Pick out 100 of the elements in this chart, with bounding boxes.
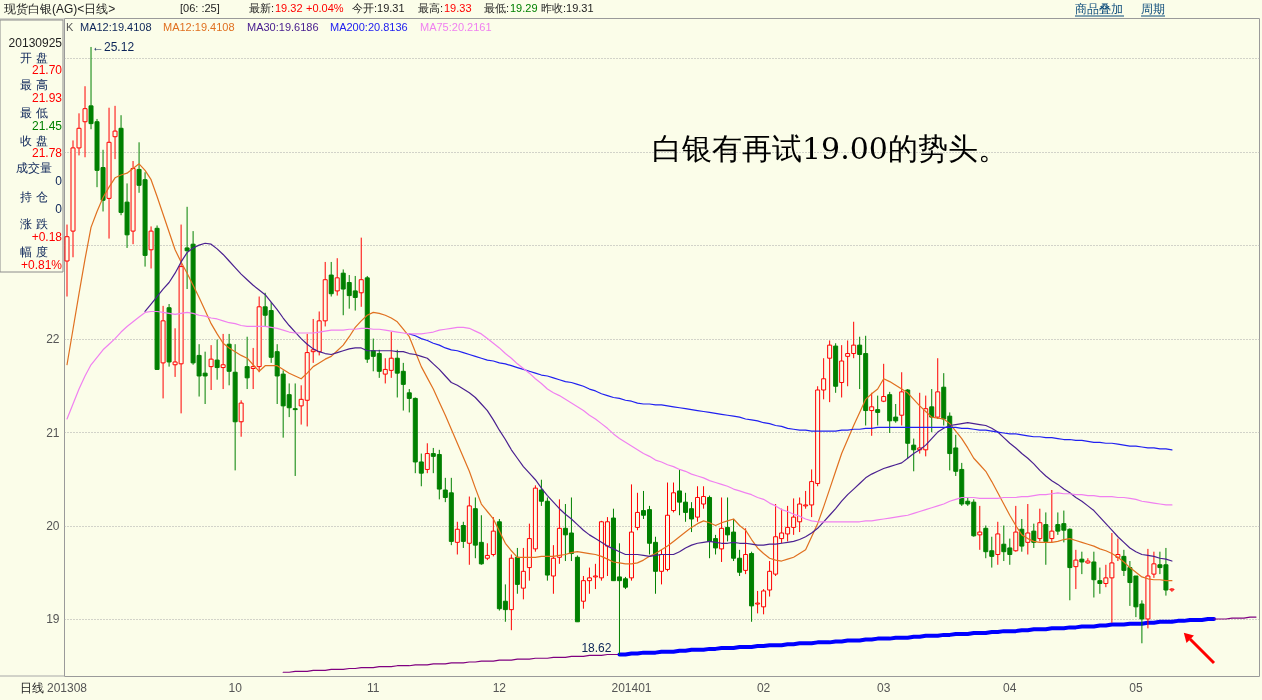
candlestick (490, 516, 496, 557)
text: 20130925 (8, 36, 63, 50)
text: +0.81% (20, 258, 63, 272)
candlestick (112, 105, 118, 160)
x-tick-label: 04 (1003, 680, 1017, 695)
candlestick (1073, 549, 1079, 590)
annotation: MA12:19.4108 (80, 21, 152, 33)
candlestick (1079, 551, 1085, 575)
annotation: 18.62 (581, 640, 612, 655)
text: MA30:19.6186 (247, 21, 319, 33)
text: 0 (55, 202, 63, 216)
candlestick (827, 339, 833, 403)
candlestick (424, 442, 430, 474)
text: MA12:19.4108 (163, 21, 235, 33)
candlestick (550, 544, 556, 595)
candlestick (82, 85, 88, 158)
x-tick-label: 12 (492, 680, 507, 695)
text: 涨 跌 (20, 217, 48, 231)
text: 收 盘 (20, 134, 48, 148)
candlestick (1151, 551, 1157, 579)
candlestick (328, 261, 334, 298)
candlestick (1037, 508, 1043, 542)
text: 0 (55, 174, 63, 188)
y-tick-label: 19 (46, 612, 60, 627)
text: +0.18 (31, 230, 63, 244)
candlestick (220, 333, 226, 390)
candlestick (1049, 489, 1055, 543)
x-tick-label: 201308 (46, 680, 88, 695)
text: 开 盘 (20, 51, 48, 65)
text: 21.70 (31, 63, 63, 77)
candlestick (244, 336, 250, 390)
text: 19.32 (275, 2, 303, 14)
x-tick-label: 11 (367, 680, 380, 695)
candlestick (1019, 518, 1025, 553)
candlestick (238, 399, 244, 438)
x-tick-label: 05 (1129, 680, 1143, 695)
candlestick (1025, 503, 1031, 555)
x-tick-label: 10 (228, 680, 243, 695)
candlestick (995, 521, 1001, 566)
candlestick (881, 363, 887, 403)
text: 21.78 (31, 146, 63, 160)
candlestick (292, 382, 298, 477)
candlestick (1115, 538, 1121, 562)
y-tick-label: 20 (46, 519, 60, 534)
x-tick-label: 201401 (611, 680, 652, 695)
text: 21.93 (31, 91, 63, 105)
chart-title: 现货白银(AG)<日线> (4, 2, 116, 16)
candlestick (743, 527, 749, 575)
candlestick (358, 237, 364, 308)
text: 最低: (484, 2, 510, 14)
text: 21.45 (31, 119, 63, 133)
candlestick (520, 547, 526, 600)
candlestick (839, 344, 845, 398)
candlestick (454, 521, 460, 555)
text: 周期 (1141, 2, 1165, 16)
text: 19.33 (444, 2, 472, 14)
candlestick (1091, 551, 1097, 598)
candlestick (869, 392, 875, 437)
candlestick (334, 257, 340, 297)
candlestick (250, 347, 256, 390)
y-tick-label: 22 (46, 332, 60, 347)
candlestick (875, 395, 881, 427)
text: 今开:19.31 (352, 2, 405, 14)
x-tick-label: 02 (756, 680, 771, 695)
text: 幅 度 (20, 245, 48, 259)
candlestick (719, 496, 725, 563)
text: 最高: (418, 2, 444, 14)
candlestick (1043, 511, 1049, 566)
candlestick (899, 371, 905, 427)
text: 日线 (20, 681, 44, 695)
line-series (617, 616, 1216, 657)
annotation: K (66, 21, 74, 33)
text: MA200:20.8136 (330, 21, 408, 33)
text: 19.29 (510, 2, 538, 14)
text: MA75:20.2161 (420, 21, 492, 33)
x-tick-label: 03 (877, 680, 891, 695)
candlestick (1031, 523, 1037, 549)
line-series (66, 163, 1173, 582)
candlestick (634, 492, 640, 531)
candlestick (671, 482, 677, 513)
text: 成交量 (16, 161, 52, 175)
y-tick-label: 21 (46, 425, 60, 440)
candlestick (929, 388, 935, 433)
text: 最 低 (20, 106, 48, 120)
candlestick (977, 505, 983, 551)
text: 最新: (249, 2, 275, 14)
candlestick (460, 521, 466, 549)
text: 商品叠加 (1075, 2, 1123, 16)
candlestick (208, 344, 214, 391)
candlestick (911, 438, 917, 472)
annotation: 白银有再试19.00的势头。 (652, 131, 1008, 166)
text: 昨收:19.31 (541, 2, 594, 14)
candlestick (148, 225, 154, 269)
text: 持 仓 (20, 190, 48, 204)
candlestick (1013, 505, 1019, 553)
annotation: ←25.12 (92, 39, 135, 54)
text: +0.04% (306, 2, 344, 14)
text: 最 高 (20, 78, 48, 92)
candlestick (1097, 567, 1103, 595)
text: [06: :25] (180, 2, 220, 14)
